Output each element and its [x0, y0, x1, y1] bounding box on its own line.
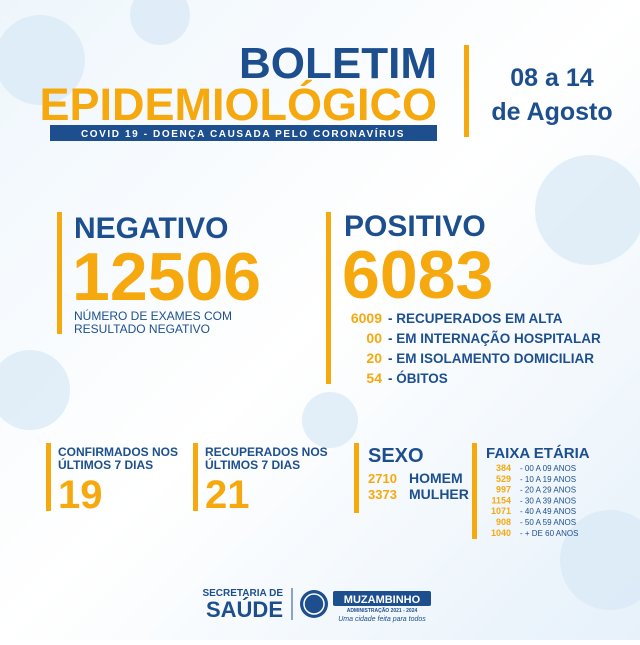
- age-label: - 30 A 39 ANOS: [520, 496, 576, 505]
- footer-text: SAÚDE: [206, 597, 283, 622]
- sexo-value: 3373: [368, 487, 397, 502]
- age-value: 1040: [491, 528, 511, 538]
- age-value: 529: [496, 474, 511, 484]
- sexo-list: 2710 HOMEM 3373 MULHER: [368, 470, 469, 502]
- item-value: 20: [366, 350, 382, 366]
- section-label: POSITIVO: [344, 210, 486, 243]
- footer-text: SECRETARIA DE: [202, 588, 283, 599]
- virus-decoration: [0, 0, 640, 610]
- item-value: 00: [366, 330, 382, 346]
- logo-box: [333, 591, 431, 606]
- divider: [464, 45, 469, 137]
- divider: [57, 212, 62, 334]
- age-value: 1154: [491, 495, 511, 505]
- divider: [46, 443, 51, 511]
- age-label: - 40 A 49 ANOS: [520, 507, 576, 516]
- sexo-value: 2710: [368, 471, 397, 486]
- item-label: - EM ISOLAMENTO DOMICILIAR: [388, 351, 594, 366]
- age-label: - 10 A 19 ANOS: [520, 475, 576, 484]
- age-label: - 00 A 09 ANOS: [520, 464, 576, 473]
- description: RESULTADO NEGATIVO: [74, 322, 210, 336]
- item-value: 6009: [351, 310, 382, 326]
- section-label: NEGATIVO: [74, 212, 228, 245]
- date: 08 a 14: [510, 64, 594, 92]
- age-label: - 50 A 59 ANOS: [520, 518, 576, 527]
- divider: [193, 443, 198, 511]
- big-number: 12506: [72, 239, 261, 315]
- item-value: 54: [366, 370, 382, 386]
- divider: [326, 212, 331, 384]
- municipality: MUZAMBINHO: [344, 594, 421, 606]
- stat-value: 21: [205, 473, 250, 517]
- stat-label: ÚLTIMOS 7 DIAS: [205, 457, 300, 472]
- stat-label: CONFIRMADOS NOS: [58, 445, 178, 459]
- subtitle: COVID 19 - DOENÇA CAUSADA PELO CORONAVÍR…: [81, 127, 405, 140]
- section-label: FAIXA ETÁRIA: [486, 445, 590, 462]
- positivo-list: 6009 - RECUPERADOS EM ALTA 00 - EM INTERNAÇ…: [351, 310, 601, 386]
- tagline: Uma cidade feita para todos: [338, 616, 426, 623]
- age-value: 384: [496, 463, 511, 473]
- title: EPIDEMIOLÓGICO: [39, 79, 437, 130]
- age-value: 1071: [491, 506, 511, 516]
- administration: ADMINISTRAÇÃO 2021 - 2024: [347, 607, 418, 614]
- divider: [354, 443, 359, 513]
- sexo-label: HOMEM: [409, 470, 463, 486]
- big-number: 6083: [342, 237, 493, 313]
- date: de Agosto: [491, 98, 612, 126]
- item-label: - EM INTERNAÇÃO HOSPITALAR: [388, 331, 601, 346]
- age-label: - 20 A 29 ANOS: [520, 486, 576, 495]
- description: NÚMERO DE EXAMES COM: [74, 308, 232, 323]
- item-label: - ÓBITOS: [388, 371, 448, 386]
- stat-label: RECUPERADOS NOS: [205, 445, 328, 459]
- age-label: - + DE 60 ANOS: [520, 529, 578, 538]
- item-label: - RECUPERADOS EM ALTA: [388, 311, 563, 326]
- age-value: 997: [496, 485, 511, 495]
- stat-value: 19: [58, 473, 103, 517]
- title: BOLETIM: [239, 39, 437, 88]
- age-value: 908: [496, 517, 511, 527]
- subtitle-bar: [50, 125, 437, 141]
- faixa-list: 384 - 00 A 09 ANOS 529 - 10 A 19 ANOS 997 - 2…: [491, 463, 579, 538]
- divider: [472, 443, 477, 539]
- section-label: SEXO: [368, 445, 424, 467]
- stat-label: ÚLTIMOS 7 DIAS: [58, 457, 153, 472]
- logo-badge: [303, 593, 325, 615]
- sexo-label: MULHER: [409, 486, 469, 502]
